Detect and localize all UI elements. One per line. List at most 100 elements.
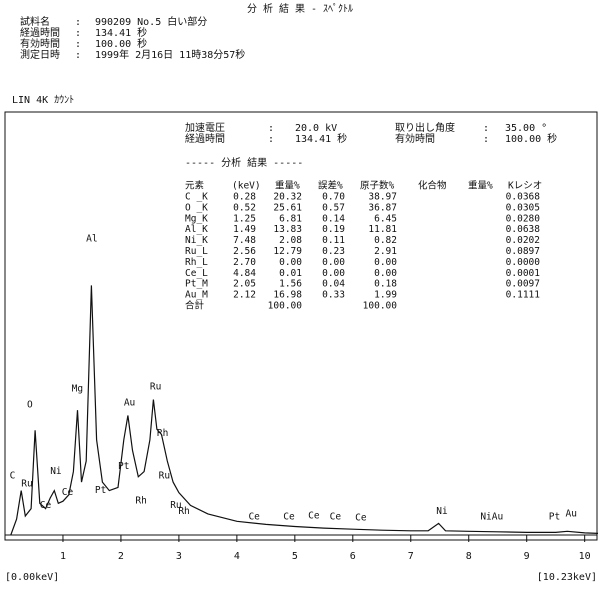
column-header: 重量% xyxy=(275,180,300,192)
table-cell: 0.0305 xyxy=(506,202,540,213)
peak-label: Rh xyxy=(178,506,189,517)
condition-text: 加速電圧 xyxy=(185,122,225,134)
peak-label: Ce xyxy=(283,512,295,523)
table-cell: 36.87 xyxy=(368,202,397,213)
table-cell: 16.98 xyxy=(273,290,302,301)
total-cell: 合計 xyxy=(185,300,205,312)
peak-label: Ru xyxy=(21,479,32,490)
table-cell: 20.32 xyxy=(273,192,302,203)
table-cell: 1.49 xyxy=(233,224,256,235)
info-text: : xyxy=(75,28,81,39)
table-cell: 0.23 xyxy=(322,246,345,257)
peak-label: Pt xyxy=(549,512,560,523)
table-cell: 11.81 xyxy=(368,224,397,235)
x-tick-label: 4 xyxy=(234,551,240,562)
table-cell: 0.0202 xyxy=(506,235,540,246)
column-header: 重量% xyxy=(468,180,493,192)
total-cell: 100.00 xyxy=(268,301,303,312)
table-cell: 1.56 xyxy=(279,279,302,290)
info-text: 測定日時 xyxy=(20,48,60,61)
peak-label: Ce xyxy=(248,512,260,523)
range-label: [0.00keV] xyxy=(5,572,59,583)
condition-text: : xyxy=(268,123,274,134)
peak-label: C xyxy=(10,470,16,481)
table-cell: 0.0368 xyxy=(506,192,541,203)
table-cell: Au_M xyxy=(185,290,208,301)
table-cell: 0.52 xyxy=(233,202,256,213)
condition-text: : xyxy=(483,123,489,134)
table-cell: Mg_K xyxy=(185,213,208,224)
info-text: 990209 No.5 白い部分 xyxy=(95,15,207,28)
table-cell: 6.45 xyxy=(374,213,397,224)
column-header: (keV) xyxy=(232,181,261,192)
chart-frame xyxy=(4,111,598,541)
page-title: 分 析 結 果 - ｽﾍﾟｸﾄﾙ xyxy=(247,2,353,15)
table-cell: 0.19 xyxy=(322,224,345,235)
table-cell: 0.00 xyxy=(279,257,302,268)
condition-text: 20.0 kV xyxy=(295,123,337,134)
table-cell: C _K xyxy=(185,192,208,203)
table-cell: Ru_L xyxy=(185,246,208,257)
peak-label: Pt xyxy=(95,485,106,496)
peak-label: O xyxy=(27,399,33,410)
table-cell: 2.12 xyxy=(233,290,256,301)
condition-text: 取り出し角度 xyxy=(395,121,455,134)
table-cell: 1.99 xyxy=(374,290,397,301)
table-cell: O _K xyxy=(185,202,208,213)
x-tick-label: 8 xyxy=(466,551,472,562)
table-cell: Pt_M xyxy=(185,279,208,290)
peak-label: Ni xyxy=(50,466,62,477)
peak-label: Ce xyxy=(330,512,342,523)
peak-label: NiAu xyxy=(480,512,503,523)
condition-text: 経過時間 xyxy=(185,132,225,145)
peak-label: Rh xyxy=(135,496,146,507)
results-title: ----- 分析 結果 ----- xyxy=(185,156,303,169)
column-header: Kレシオ xyxy=(508,181,542,192)
table-cell: 0.0897 xyxy=(506,246,540,257)
table-cell: 2.56 xyxy=(233,246,256,257)
condition-text: 35.00 ° xyxy=(505,123,547,134)
table-cell: 0.04 xyxy=(322,279,345,290)
peak-label: Ce xyxy=(62,487,74,498)
peak-label: Ru xyxy=(159,470,170,481)
condition-text: 有効時間 xyxy=(395,132,435,145)
x-tick-label: 2 xyxy=(118,551,124,562)
table-cell: 0.0001 xyxy=(506,268,541,279)
table-cell: 38.97 xyxy=(368,192,397,203)
peak-label: Ru xyxy=(170,500,181,511)
peak-label: Au xyxy=(124,397,135,408)
condition-text: 100.00 秒 xyxy=(505,132,557,145)
table-cell: 2.05 xyxy=(233,279,256,290)
peak-label: Mg xyxy=(72,384,83,395)
x-tick-label: 6 xyxy=(350,551,356,562)
table-cell: 2.91 xyxy=(374,246,397,257)
table-cell: 0.0638 xyxy=(506,224,541,235)
info-text: 有効時間 xyxy=(20,37,60,50)
scale-label: LIN 4K ｶｳﾝﾄ xyxy=(12,94,74,106)
table-cell: 25.61 xyxy=(273,202,302,213)
table-cell: 0.33 xyxy=(322,290,345,301)
range-label: [10.23keV] xyxy=(537,572,597,583)
info-text: 100.00 秒 xyxy=(95,37,147,50)
table-cell: 0.70 xyxy=(322,192,345,203)
peak-label: Ce xyxy=(40,500,52,511)
table-cell: 0.18 xyxy=(374,279,397,290)
table-cell: 0.0097 xyxy=(506,279,540,290)
x-tick-label: 5 xyxy=(292,551,298,562)
table-cell: Rh_L xyxy=(185,257,208,268)
table-cell: 2.08 xyxy=(279,235,302,246)
table-cell: 0.1111 xyxy=(506,290,541,301)
table-cell: 0.28 xyxy=(233,192,256,203)
info-text: : xyxy=(75,39,81,50)
table-cell: 0.82 xyxy=(374,235,397,246)
peak-label: Al xyxy=(86,233,97,244)
condition-text: 134.41 秒 xyxy=(295,132,347,145)
table-cell: 12.79 xyxy=(273,246,302,257)
peak-label: Ce xyxy=(355,513,367,524)
table-cell: Ce_L xyxy=(185,268,208,279)
peak-label: Ni xyxy=(436,506,448,517)
table-cell: 0.01 xyxy=(279,268,302,279)
table-cell: 0.57 xyxy=(322,202,345,213)
table-cell: 4.84 xyxy=(233,268,256,279)
peak-label: Ru xyxy=(150,381,161,392)
